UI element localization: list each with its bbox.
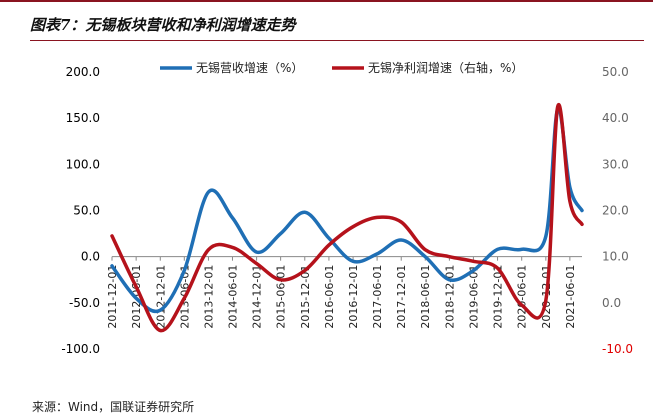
left-tick-label: 50.0: [73, 204, 100, 218]
x-tick-label: 2021-06-01: [564, 265, 577, 329]
right-tick-label: 40.0: [602, 111, 629, 125]
x-tick-label: 2014-06-01: [226, 265, 239, 329]
x-tick-label: 2016-06-01: [323, 265, 336, 329]
legend: 无锡营收增速（%） 无锡净利润增速（右轴，%）: [160, 60, 523, 75]
x-tick-label: 2015-06-01: [275, 265, 288, 329]
profit-line: [110, 102, 584, 333]
legend-label: 无锡净利润增速（右轴，%）: [368, 60, 523, 75]
x-tick-label: 2019-06-01: [467, 265, 480, 329]
left-tick-label: 100.0: [66, 157, 100, 171]
figure-title: 图表7：无锡板块营收和净利润增速走势: [30, 16, 296, 34]
source-note: 来源：Wind，国联证券研究所: [32, 400, 195, 414]
x-tick-label: 2013-12-01: [202, 265, 215, 329]
x-tick-label: 2016-12-01: [347, 265, 360, 329]
left-tick-label: 0.0: [81, 250, 100, 264]
right-tick-label: 20.0: [602, 204, 629, 218]
left-tick-label: -100.0: [61, 342, 100, 356]
top-rule: [0, 0, 653, 2]
right-tick-label: -10.0: [602, 342, 633, 356]
left-tick-label: -50.0: [69, 296, 100, 310]
x-tick-label: 2018-06-01: [419, 265, 432, 329]
right-tick-label: 30.0: [602, 157, 629, 171]
x-tick-label: 2017-06-01: [371, 265, 384, 329]
x-tick-label: 2014-12-01: [251, 265, 264, 329]
x-tick-label: 2015-12-01: [299, 265, 312, 329]
legend-label: 无锡营收增速（%）: [196, 60, 303, 75]
revenue-line: [110, 106, 584, 314]
right-tick-label: 10.0: [602, 250, 629, 264]
x-tick-label: 2019-12-01: [492, 265, 505, 329]
title-rule: [30, 40, 644, 41]
x-tick-label: 2017-12-01: [395, 265, 408, 329]
right-tick-label: 50.0: [602, 65, 629, 79]
left-tick-label: 200.0: [66, 65, 100, 79]
series-lines: [110, 102, 584, 333]
left-tick-label: 150.0: [66, 111, 100, 125]
right-tick-label: 0.0: [602, 296, 621, 310]
x-tick-label: 2011-12-01: [106, 265, 119, 329]
x-tick-label: 2020-06-01: [516, 265, 529, 329]
x-tick-label: 2018-12-01: [443, 265, 456, 329]
x-tick-label: 2012-12-01: [154, 265, 167, 329]
